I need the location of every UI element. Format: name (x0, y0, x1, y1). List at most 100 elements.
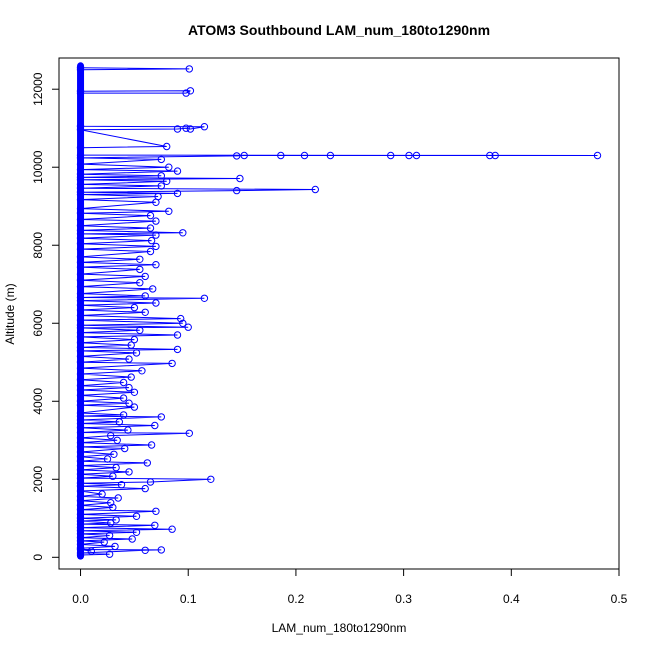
data-point (185, 429, 194, 437)
data-point (124, 426, 132, 434)
data-point (125, 383, 133, 392)
data-point (186, 87, 195, 95)
data-point (184, 323, 192, 331)
data-point (130, 403, 139, 411)
data-point (125, 399, 133, 407)
data-point (147, 236, 156, 245)
data-point (165, 163, 173, 171)
x-tick-label: 0.2 (288, 592, 305, 606)
data-point (119, 411, 128, 419)
x-tick-label: 0.0 (72, 592, 89, 606)
data-point (107, 499, 115, 507)
data-point (138, 367, 146, 375)
y-tick-label: 0 (31, 554, 45, 561)
data-point (152, 299, 160, 307)
data-point (173, 189, 182, 198)
data-point (109, 472, 117, 480)
data-point (168, 525, 176, 533)
x-axis: 0.0 0.1 0.2 0.3 0.4 0.5 (72, 568, 628, 606)
data-point (107, 519, 115, 527)
x-tick-label: 0.4 (503, 592, 520, 606)
data-point (109, 503, 117, 512)
chart-title: ATOM3 Southbound LAM_num_180to1290nm (188, 22, 490, 38)
data-point (152, 507, 160, 515)
data-point (112, 516, 120, 524)
data-point (165, 207, 173, 216)
data-point (141, 272, 149, 281)
data-point (405, 151, 413, 160)
data-point (141, 308, 149, 316)
data-point (326, 151, 335, 160)
data-point (151, 421, 159, 430)
plot-frame (58, 57, 620, 570)
data-point (141, 484, 149, 493)
data-point (121, 444, 129, 453)
data-point (143, 459, 152, 467)
data-point (136, 326, 144, 334)
data-point (105, 550, 114, 558)
data-point (173, 331, 182, 339)
data-point (130, 303, 139, 312)
data-point (157, 182, 166, 190)
y-tick-label: 12000 (31, 72, 45, 106)
data-point (163, 177, 171, 186)
x-tick-label: 0.3 (395, 592, 412, 606)
data-point (127, 341, 135, 349)
data-point (130, 335, 139, 344)
data-point (157, 172, 166, 180)
data-point (119, 394, 128, 402)
data-point (157, 546, 166, 554)
data-point (132, 512, 141, 520)
y-tick-label: 6000 (31, 310, 45, 337)
data-point (236, 174, 244, 183)
data-point (387, 151, 395, 160)
data-point (177, 314, 185, 323)
y-tick-label: 4000 (31, 388, 45, 415)
data-point (154, 192, 162, 201)
y-tick-label: 8000 (31, 232, 45, 259)
data-point (114, 494, 122, 502)
data-point (157, 155, 166, 164)
data-point (200, 123, 209, 131)
x-tick-label: 0.5 (611, 592, 628, 606)
data-point (147, 441, 156, 449)
data-point (146, 224, 155, 232)
data-point (111, 542, 119, 551)
data-point (110, 450, 118, 458)
data-point (136, 279, 144, 287)
data-point (412, 151, 421, 160)
data-point (132, 528, 141, 536)
y-axis: 0 2000 4000 6000 8000 10000 12000 (31, 72, 60, 561)
data-point (240, 151, 248, 160)
data-point (103, 455, 112, 463)
data-point (185, 65, 194, 73)
data-layer (76, 62, 602, 560)
series-line (80, 67, 598, 556)
data-point (486, 151, 494, 160)
data-point (107, 431, 115, 440)
data-point (179, 319, 187, 327)
data-point (168, 359, 176, 368)
data-point (113, 436, 121, 444)
data-point (132, 349, 141, 357)
data-point (125, 468, 133, 476)
data-point (149, 285, 157, 293)
data-point (152, 217, 160, 225)
data-point (117, 481, 126, 489)
data-point (151, 521, 159, 529)
data-point (127, 373, 135, 381)
data-point (300, 151, 309, 160)
data-point (87, 547, 96, 555)
data-point (200, 294, 209, 302)
data-point (152, 242, 160, 251)
data-point (100, 538, 108, 546)
x-tick-label: 0.1 (180, 592, 197, 606)
data-point (163, 142, 171, 151)
x-axis-label: LAM_num_180to1290nm (272, 621, 407, 635)
data-point (141, 546, 149, 554)
data-point (141, 292, 149, 300)
data-point (593, 151, 602, 160)
data-point (233, 152, 241, 160)
data-point (491, 151, 499, 160)
